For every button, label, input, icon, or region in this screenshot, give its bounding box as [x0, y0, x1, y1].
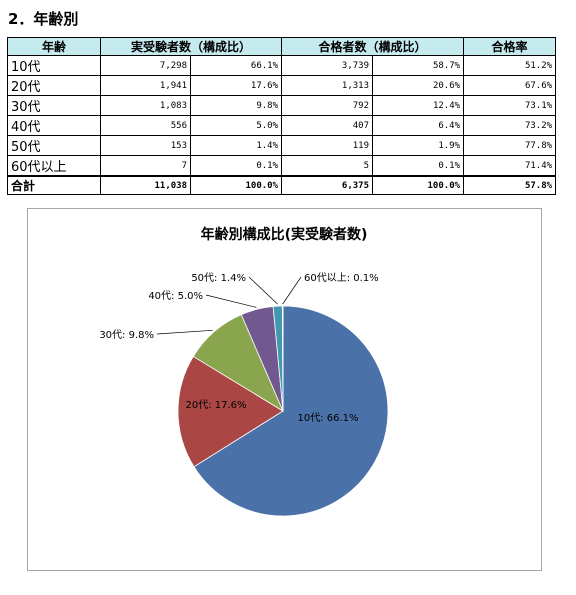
table-row: 60代以上 7 0.1% 5 0.1% 71.4% — [7, 155, 557, 177]
slice-data-label-0: 10代: 66.1% — [297, 412, 358, 424]
row-label: 20代 — [7, 75, 101, 96]
pie-slice-5 — [281, 305, 284, 412]
examinees-pct-cell: 17.6% — [189, 75, 283, 96]
age-stats-table: 年齢 実受験者数（構成比） 合格者数（構成比） 合格率 10代 7,298 66… — [7, 37, 557, 195]
examinees-pct-cell: 9.8% — [189, 95, 283, 116]
table-header-row: 年齢 実受験者数（構成比） 合格者数（構成比） 合格率 — [7, 37, 557, 56]
header-examinees: 実受験者数（構成比） — [99, 37, 283, 56]
leader-line-2 — [156, 329, 213, 335]
header-pass-rate: 合格率 — [463, 37, 557, 56]
slice-data-label-1: 20代: 17.6% — [185, 399, 246, 411]
passers-pct-cell: 1.9% — [372, 135, 465, 156]
row-label: 30代 — [7, 95, 101, 116]
table-row: 30代 1,083 9.8% 792 12.4% 73.1% — [7, 95, 557, 116]
pass-rate-cell: 67.6% — [463, 75, 557, 96]
pie-slice-0 — [193, 305, 389, 517]
examinees-cell: 1,941 — [100, 75, 191, 96]
table-row: 40代 556 5.0% 407 6.4% 73.2% — [7, 115, 557, 136]
examinees-cell: 556 — [100, 115, 191, 136]
passers-cell: 5 — [281, 155, 374, 177]
passers-cell: 1,313 — [281, 75, 374, 96]
leader-line-3 — [205, 294, 257, 308]
passers-pct-cell: 12.4% — [372, 95, 465, 116]
examinees-cell: 153 — [100, 135, 191, 156]
passers-cell: 792 — [281, 95, 374, 116]
total-pass-rate: 57.8% — [463, 175, 557, 195]
leader-line-5 — [282, 276, 302, 305]
pass-rate-cell: 51.2% — [463, 55, 557, 76]
row-label: 40代 — [7, 115, 101, 136]
total-passers-pct: 100.0% — [372, 175, 465, 195]
pass-rate-cell: 73.1% — [463, 95, 557, 116]
table-row: 10代 7,298 66.1% 3,739 58.7% 51.2% — [7, 55, 557, 76]
pie-slice-1 — [177, 355, 284, 468]
table-row: 20代 1,941 17.6% 1,313 20.6% 67.6% — [7, 75, 557, 96]
passers-pct-cell: 58.7% — [372, 55, 465, 76]
slice-data-label-2: 30代: 9.8% — [99, 329, 154, 341]
passers-cell: 407 — [281, 115, 374, 136]
total-label: 合計 — [7, 175, 101, 195]
passers-cell: 119 — [281, 135, 374, 156]
examinees-cell: 7,298 — [100, 55, 191, 76]
examinees-cell: 7 — [100, 155, 191, 177]
examinees-pct-cell: 5.0% — [189, 115, 283, 136]
passers-pct-cell: 0.1% — [372, 155, 465, 177]
total-examinees: 11,038 — [100, 175, 191, 195]
slice-data-label-5: 60代以上: 0.1% — [304, 272, 379, 284]
passers-cell: 3,739 — [281, 55, 374, 76]
examinees-pct-cell: 1.4% — [189, 135, 283, 156]
header-age: 年齢 — [7, 37, 101, 56]
pie-chart: 年齢別構成比(実受験者数) 10代: 66.1% 20代: 17.6% 30代: 9… — [99, 226, 389, 517]
total-examinees-pct: 100.0% — [189, 175, 283, 195]
row-label: 50代 — [7, 135, 101, 156]
leader-line-4 — [248, 276, 278, 305]
table-row: 50代 153 1.4% 119 1.9% 77.8% — [7, 135, 557, 156]
examinees-pct-cell: 0.1% — [189, 155, 283, 177]
table-total-row: 合計 11,038 100.0% 6,375 100.0% 57.8% — [7, 175, 557, 195]
total-passers: 6,375 — [281, 175, 374, 195]
slice-data-label-4: 50代: 1.4% — [191, 272, 246, 284]
pass-rate-cell: 77.8% — [463, 135, 557, 156]
pass-rate-cell: 73.2% — [463, 115, 557, 136]
section-heading: 2．年齢別 — [8, 10, 79, 28]
passers-pct-cell: 6.4% — [372, 115, 465, 136]
examinees-pct-cell: 66.1% — [189, 55, 283, 76]
row-label: 10代 — [7, 55, 101, 76]
slice-data-label-3: 40代: 5.0% — [148, 290, 203, 302]
pass-rate-cell: 71.4% — [463, 155, 557, 177]
pie-chart-area: 年齢別構成比(実受験者数) 10代: 66.1% 20代: 17.6% 30代: 9… — [27, 208, 542, 571]
passers-pct-cell: 20.6% — [372, 75, 465, 96]
header-passers: 合格者数（構成比） — [281, 37, 465, 56]
examinees-cell: 1,083 — [100, 95, 191, 116]
row-label: 60代以上 — [7, 155, 101, 177]
chart-title: 年齢別構成比(実受験者数) — [201, 226, 368, 243]
